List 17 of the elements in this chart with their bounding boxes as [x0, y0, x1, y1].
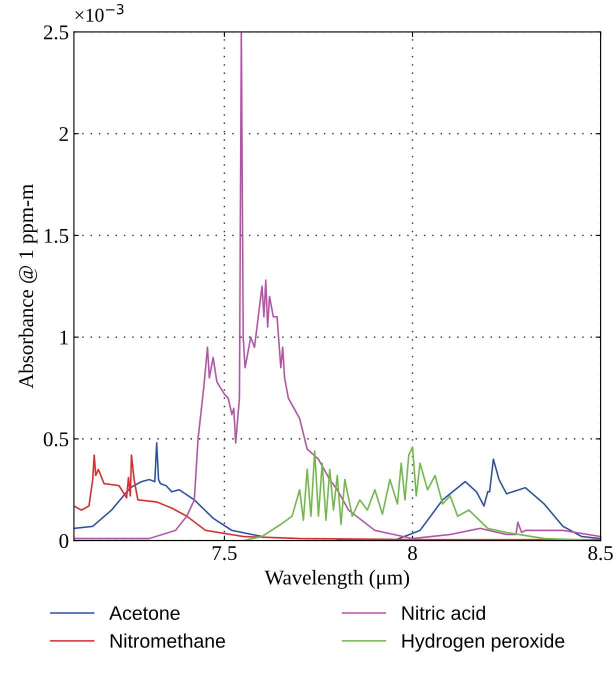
legend-label: Acetone: [109, 606, 180, 620]
y-tick-label: 1: [60, 330, 68, 344]
y-tick-label: 0: [59, 534, 68, 548]
x-tick-label: 7.5: [212, 546, 237, 560]
line-series: [74, 32, 601, 540]
x-axis-title: Wavelength (μm): [264, 570, 410, 589]
y-axis-title: Absorbance @ 1 ppm-m: [18, 184, 38, 389]
x-tick-label: 8.5: [588, 546, 613, 560]
legend-label: Nitromethane: [110, 634, 226, 648]
y-tick-label: 1.5: [44, 228, 68, 243]
legend-label: Hydrogen peroxide: [402, 634, 564, 652]
y-tick-label: 2.5: [44, 25, 68, 40]
y-tick-label: 0.5: [44, 432, 68, 446]
x-tick-label: 8: [408, 546, 417, 560]
legend-label: Nitric acid: [402, 606, 485, 620]
text: ×10$^{−3}$: [75, 4, 124, 22]
y-tick-label: 2: [60, 127, 68, 141]
